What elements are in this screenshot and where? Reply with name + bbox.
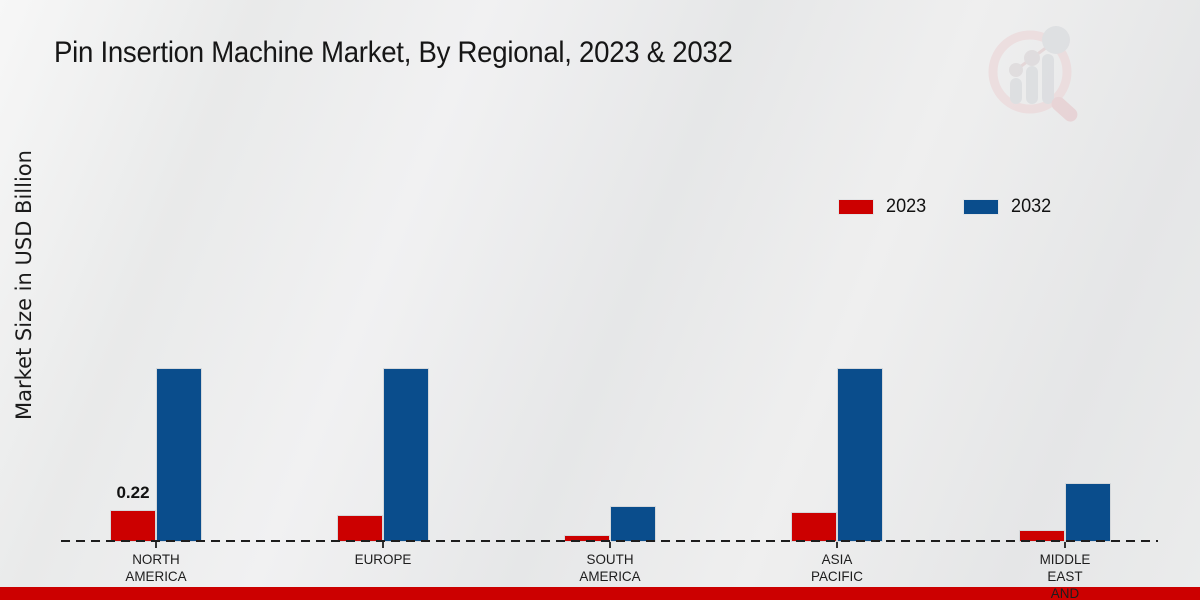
magnifier-bar-chart-logo-icon (988, 26, 1078, 122)
footer-banner (0, 587, 1200, 600)
legend-label-2032: 2032 (1011, 196, 1052, 217)
category-label-asia-pacific: ASIA PACIFIC (810, 551, 864, 584)
y-axis-label: Market Size in USD Billion (12, 150, 36, 420)
bar-value-label: 0.22 (116, 483, 150, 502)
x-axis-tick-asia-pacific (836, 542, 838, 548)
x-axis-tick-north-america (155, 542, 157, 548)
legend-label-2023: 2023 (886, 196, 927, 217)
x-axis-baseline (61, 540, 1158, 542)
chart-title: Pin Insertion Machine Market, By Regiona… (54, 36, 733, 69)
category-label-europe: EUROPE (354, 551, 412, 567)
x-axis-tick-middle-east-and (1064, 542, 1066, 548)
x-axis-tick-south-america (609, 542, 611, 548)
bar-2032-europe (383, 368, 429, 542)
legend-swatch-2032 (963, 199, 1000, 215)
category-label-north-america: NORTH AMERICA (125, 551, 187, 584)
bar-2032-middle-east-and (1065, 483, 1111, 542)
legend: 2023 2032 (838, 196, 1053, 218)
legend-item-2032: 2032 (963, 196, 1052, 218)
bar-2032-asia-pacific (837, 368, 883, 542)
x-axis-tick-europe (382, 542, 384, 548)
category-label-south-america: SOUTH AMERICA (579, 551, 641, 584)
legend-item-2023: 2023 (838, 196, 927, 218)
bar-2032-south-america (610, 506, 656, 542)
category-label-middle-east-and: MIDDLE EAST AND (1039, 551, 1091, 600)
bar-2023-europe (337, 515, 383, 542)
bar-2023-asia-pacific (791, 512, 837, 542)
bar-2032-north-america (156, 368, 202, 542)
legend-swatch-2023 (838, 199, 874, 215)
bar-2023-north-america (110, 510, 156, 542)
